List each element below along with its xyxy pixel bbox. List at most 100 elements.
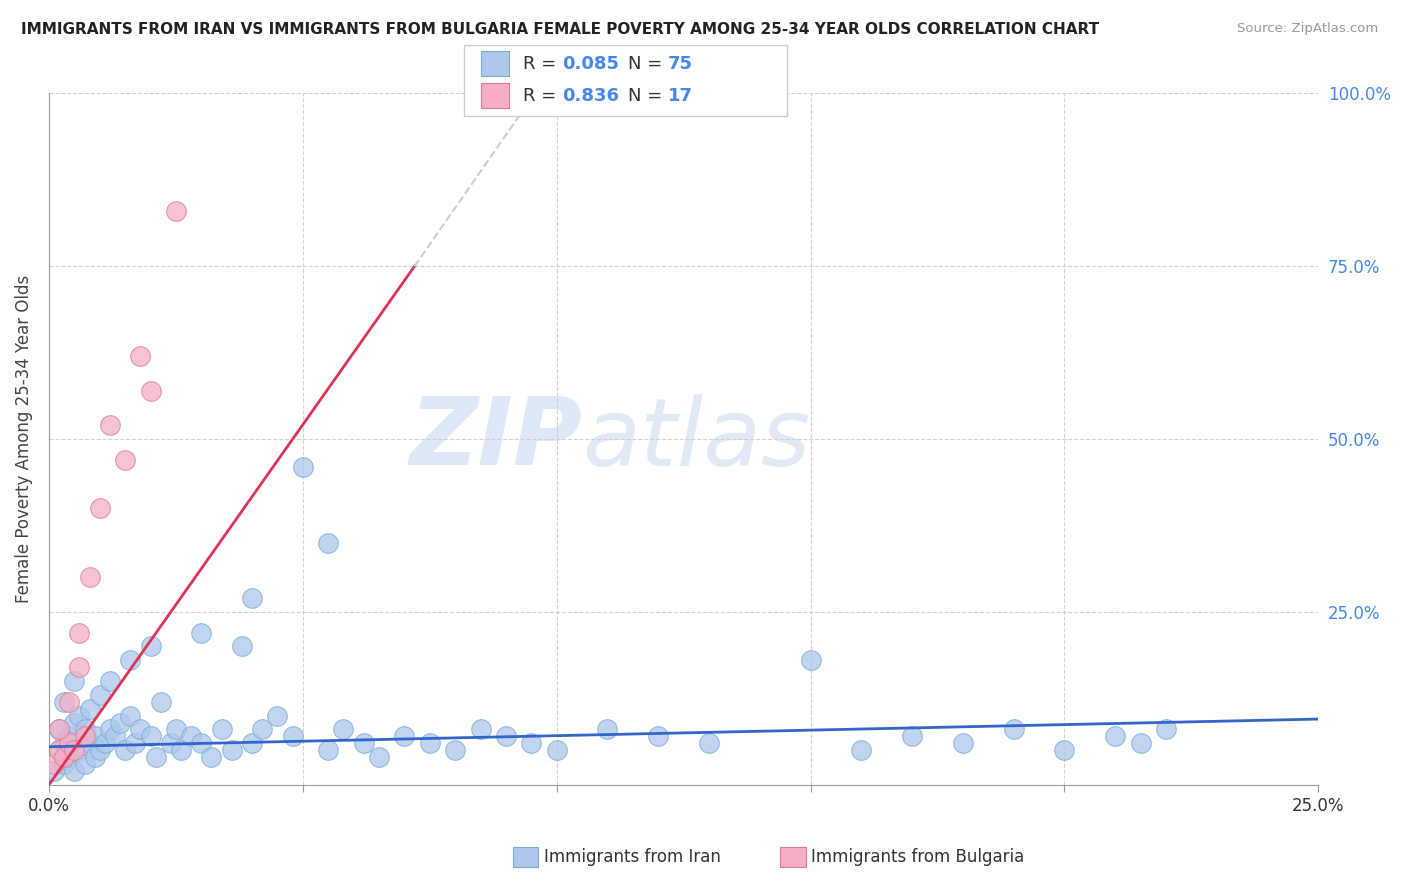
Text: atlas: atlas bbox=[582, 393, 810, 484]
Point bbox=[332, 723, 354, 737]
Point bbox=[159, 736, 181, 750]
Text: 17: 17 bbox=[668, 87, 693, 105]
Point bbox=[266, 708, 288, 723]
Point bbox=[316, 535, 339, 549]
Text: N =: N = bbox=[628, 55, 668, 73]
Point bbox=[63, 743, 86, 757]
Point bbox=[495, 730, 517, 744]
Point bbox=[79, 736, 101, 750]
Text: Source: ZipAtlas.com: Source: ZipAtlas.com bbox=[1237, 22, 1378, 36]
Point bbox=[53, 757, 76, 772]
Point bbox=[42, 764, 65, 778]
Point bbox=[129, 723, 152, 737]
Point bbox=[83, 750, 105, 764]
Point bbox=[53, 695, 76, 709]
Point bbox=[104, 730, 127, 744]
Point bbox=[53, 736, 76, 750]
Point bbox=[63, 764, 86, 778]
Point bbox=[444, 743, 467, 757]
Text: ZIP: ZIP bbox=[409, 393, 582, 485]
Point bbox=[79, 702, 101, 716]
Point bbox=[952, 736, 974, 750]
Text: 0.085: 0.085 bbox=[562, 55, 620, 73]
Point bbox=[250, 723, 273, 737]
Text: 75: 75 bbox=[668, 55, 693, 73]
Point bbox=[190, 625, 212, 640]
Point bbox=[221, 743, 243, 757]
Point bbox=[120, 708, 142, 723]
Point bbox=[58, 736, 80, 750]
Point bbox=[1104, 730, 1126, 744]
Point bbox=[1053, 743, 1076, 757]
Point bbox=[94, 736, 117, 750]
Point bbox=[1002, 723, 1025, 737]
Point bbox=[291, 459, 314, 474]
Point bbox=[180, 730, 202, 744]
Point bbox=[165, 203, 187, 218]
Point bbox=[53, 750, 76, 764]
Point bbox=[368, 750, 391, 764]
Point bbox=[149, 695, 172, 709]
Point bbox=[67, 743, 90, 757]
Point bbox=[394, 730, 416, 744]
Point bbox=[124, 736, 146, 750]
Point bbox=[67, 708, 90, 723]
Point bbox=[281, 730, 304, 744]
Point bbox=[170, 743, 193, 757]
Point bbox=[470, 723, 492, 737]
Point bbox=[83, 730, 105, 744]
Point bbox=[419, 736, 441, 750]
Point bbox=[73, 757, 96, 772]
Point bbox=[89, 688, 111, 702]
Point bbox=[851, 743, 873, 757]
Point bbox=[200, 750, 222, 764]
Point bbox=[73, 730, 96, 744]
Point bbox=[316, 743, 339, 757]
Point bbox=[231, 640, 253, 654]
Point bbox=[190, 736, 212, 750]
Point bbox=[129, 349, 152, 363]
Point bbox=[1129, 736, 1152, 750]
Text: R =: R = bbox=[523, 55, 562, 73]
Text: R =: R = bbox=[523, 87, 562, 105]
Point bbox=[697, 736, 720, 750]
Y-axis label: Female Poverty Among 25-34 Year Olds: Female Poverty Among 25-34 Year Olds bbox=[15, 275, 32, 603]
Point bbox=[108, 715, 131, 730]
Point bbox=[79, 570, 101, 584]
Point bbox=[901, 730, 924, 744]
Point bbox=[98, 418, 121, 433]
Point bbox=[546, 743, 568, 757]
Point bbox=[58, 695, 80, 709]
Point bbox=[240, 591, 263, 605]
Text: IMMIGRANTS FROM IRAN VS IMMIGRANTS FROM BULGARIA FEMALE POVERTY AMONG 25-34 YEAR: IMMIGRANTS FROM IRAN VS IMMIGRANTS FROM … bbox=[21, 22, 1099, 37]
Point bbox=[63, 674, 86, 689]
Point bbox=[48, 743, 70, 757]
Text: Immigrants from Bulgaria: Immigrants from Bulgaria bbox=[811, 848, 1025, 866]
Point bbox=[240, 736, 263, 750]
Point bbox=[139, 384, 162, 398]
Point bbox=[67, 625, 90, 640]
Point bbox=[165, 723, 187, 737]
Point bbox=[114, 452, 136, 467]
Point bbox=[89, 743, 111, 757]
Point bbox=[73, 723, 96, 737]
Point bbox=[98, 674, 121, 689]
Point bbox=[139, 640, 162, 654]
Point bbox=[145, 750, 167, 764]
Point bbox=[58, 750, 80, 764]
Point bbox=[520, 736, 543, 750]
Point bbox=[67, 660, 90, 674]
Point bbox=[139, 730, 162, 744]
Point bbox=[647, 730, 669, 744]
Point bbox=[89, 501, 111, 516]
Point bbox=[98, 723, 121, 737]
Point bbox=[596, 723, 619, 737]
Point bbox=[211, 723, 233, 737]
Point bbox=[114, 743, 136, 757]
Text: N =: N = bbox=[628, 87, 668, 105]
Point bbox=[58, 730, 80, 744]
Point bbox=[48, 723, 70, 737]
Point bbox=[120, 653, 142, 667]
Text: Immigrants from Iran: Immigrants from Iran bbox=[544, 848, 721, 866]
Point bbox=[353, 736, 375, 750]
